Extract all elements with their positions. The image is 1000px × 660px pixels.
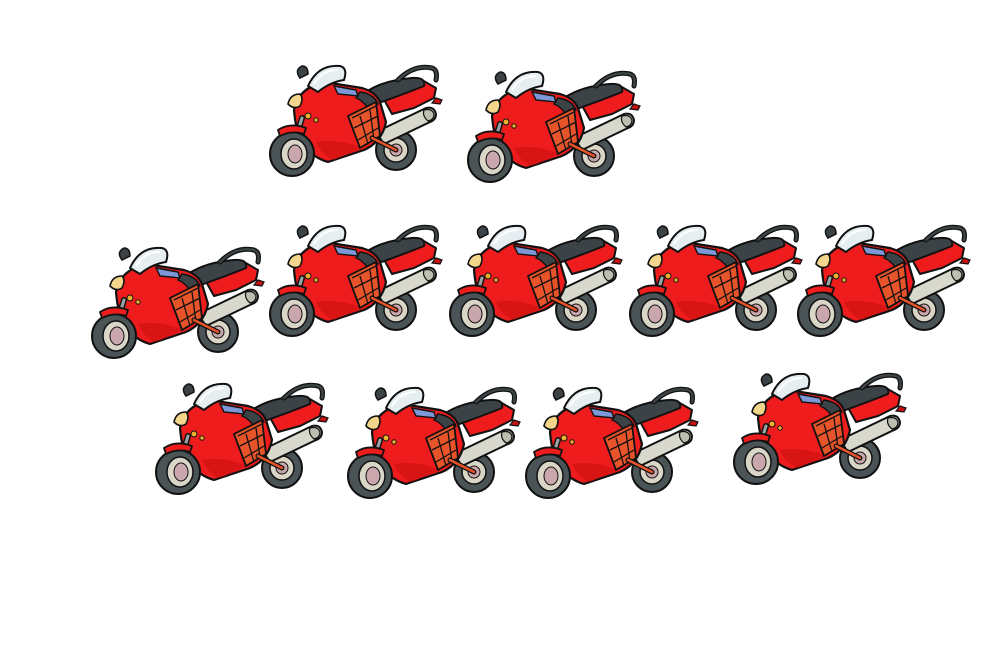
motorcycle-icon xyxy=(520,380,700,512)
motorcycle-icon xyxy=(150,376,330,508)
motorcycle-icon xyxy=(264,58,444,190)
motorcycle-icon xyxy=(444,218,624,350)
motorcycle-icon xyxy=(728,366,908,498)
motorcycle-icon xyxy=(462,64,642,196)
motorcycle-icon xyxy=(792,218,972,350)
motorcycle-icon xyxy=(624,218,804,350)
motorcycle-icon xyxy=(86,240,266,372)
motorcycle-icon xyxy=(264,218,444,350)
motorcycle-icon xyxy=(342,380,522,512)
